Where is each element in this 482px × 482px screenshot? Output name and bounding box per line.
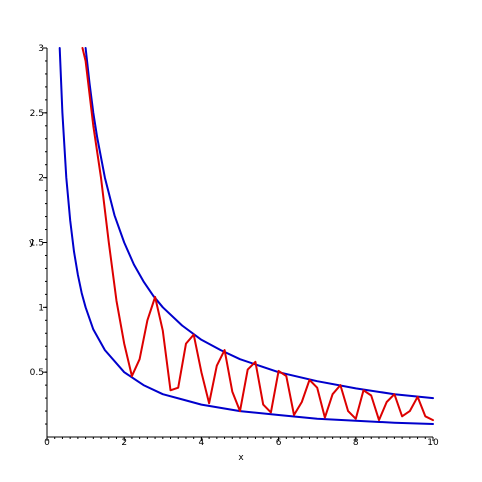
axes: 0 2 4 6 8 10 0.5 1 1.5 2 2.5 3 <box>30 44 439 448</box>
x-tick-label: 6 <box>276 438 282 448</box>
y-axis-label: y <box>29 238 35 248</box>
y-tick-label: 1 <box>38 303 44 313</box>
y-tick-label: 3 <box>38 44 44 54</box>
y-tick-label: 2.5 <box>30 109 44 119</box>
x-tick-label: 0 <box>44 438 50 448</box>
x-tick-label: 8 <box>353 438 359 448</box>
series-line-2 <box>84 47 434 400</box>
y-tick-label: 1.5 <box>30 239 44 249</box>
y-tick-label: 0.5 <box>30 368 44 378</box>
x-ticks: 0 2 4 6 8 10 <box>44 437 439 448</box>
x-tick-label: 10 <box>427 438 439 448</box>
y-tick-label: 2 <box>38 174 44 184</box>
x-axis-label: x <box>238 453 244 463</box>
series-line-1 <box>58 47 434 425</box>
x-tick-label: 2 <box>121 438 127 448</box>
y-ticks: 0.5 1 1.5 2 2.5 3 <box>30 44 47 378</box>
series-line-3 <box>81 47 434 422</box>
x-tick-label: 4 <box>199 438 205 448</box>
series-layer <box>58 47 434 425</box>
minor-ticks <box>45 60 434 439</box>
